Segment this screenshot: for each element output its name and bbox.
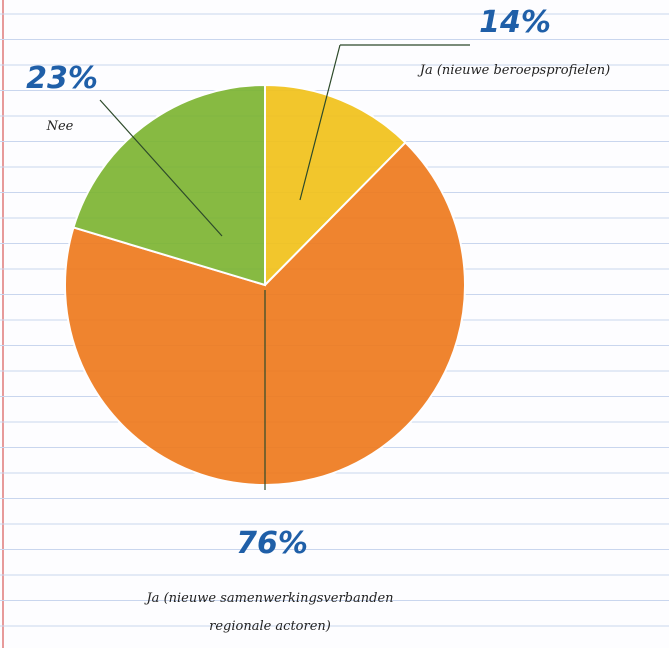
slice-label: Ja (nieuwe samenwerkingsverbanden	[143, 591, 393, 606]
value-label: 76%	[236, 526, 308, 561]
leader-line	[299, 44, 470, 201]
slice-label: regionale actoren)	[209, 619, 331, 634]
leader-line	[99, 99, 223, 237]
slice-label: Ja (nieuwe beroepsprofielen)	[417, 63, 610, 78]
value-label: 14%	[479, 5, 551, 40]
value-label: 23%	[26, 61, 98, 96]
pie-slice	[72, 83, 266, 287]
pie-slice	[264, 83, 407, 288]
slice-label: Nee	[46, 119, 74, 134]
